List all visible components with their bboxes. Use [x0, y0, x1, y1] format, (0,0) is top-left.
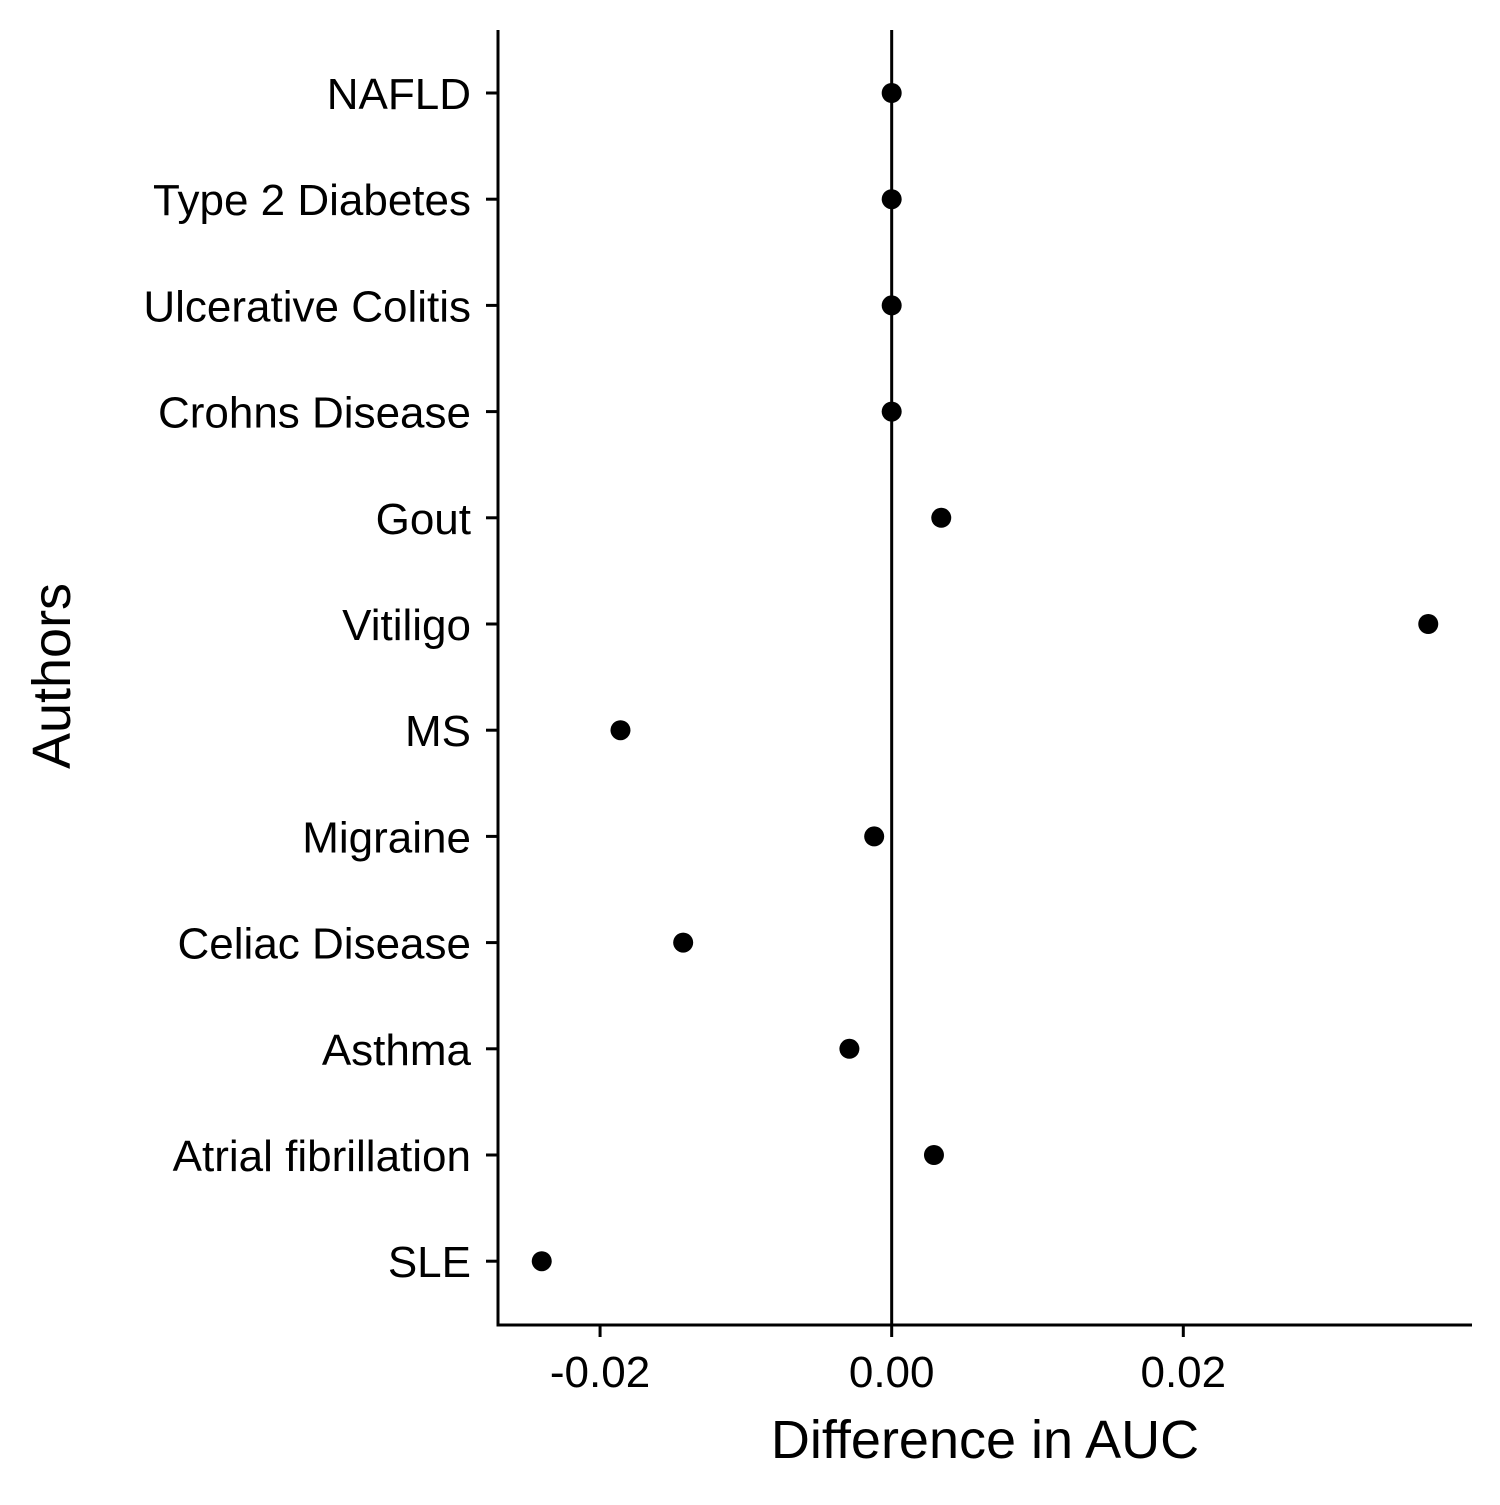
data-point — [1418, 614, 1439, 634]
data-point — [923, 1145, 944, 1165]
data-point — [931, 507, 952, 528]
y-tick-label: Asthma — [322, 1026, 472, 1075]
data-point — [610, 720, 631, 741]
y-tick-label: Atrial fibrillation — [173, 1132, 471, 1181]
y-tick-label: Ulcerative Colitis — [143, 282, 471, 331]
y-axis-title: Authors — [22, 583, 82, 769]
data-point — [864, 826, 885, 847]
x-tick-label: 0.00 — [849, 1348, 935, 1397]
data-point — [531, 1251, 552, 1272]
y-tick-label: SLE — [388, 1238, 471, 1287]
y-tick-label: Type 2 Diabetes — [153, 176, 471, 225]
data-point — [881, 295, 902, 316]
x-axis-title: Difference in AUC — [771, 1410, 1199, 1470]
data-point — [881, 189, 902, 210]
y-tick-label: Celiac Disease — [178, 920, 471, 969]
axes-layer: -0.02 0.00 0.02 NAFLD Type 2 Diabetes Ulcerat… — [143, 30, 1472, 1397]
data-point — [881, 401, 902, 422]
y-tick-label: Crohns Disease — [158, 389, 471, 438]
y-tick-label: NAFLD — [327, 70, 471, 119]
x-tick-label: -0.02 — [550, 1348, 650, 1397]
x-tick-label: 0.02 — [1140, 1348, 1226, 1397]
points-layer — [531, 83, 1439, 1272]
data-point — [673, 932, 694, 953]
data-point — [881, 83, 902, 103]
y-tick-label: Gout — [376, 495, 471, 544]
y-tick-label: MS — [405, 707, 471, 756]
y-tick-label: Vitiligo — [342, 601, 471, 650]
y-tick-label: Migraine — [302, 813, 471, 862]
data-point — [839, 1038, 860, 1059]
